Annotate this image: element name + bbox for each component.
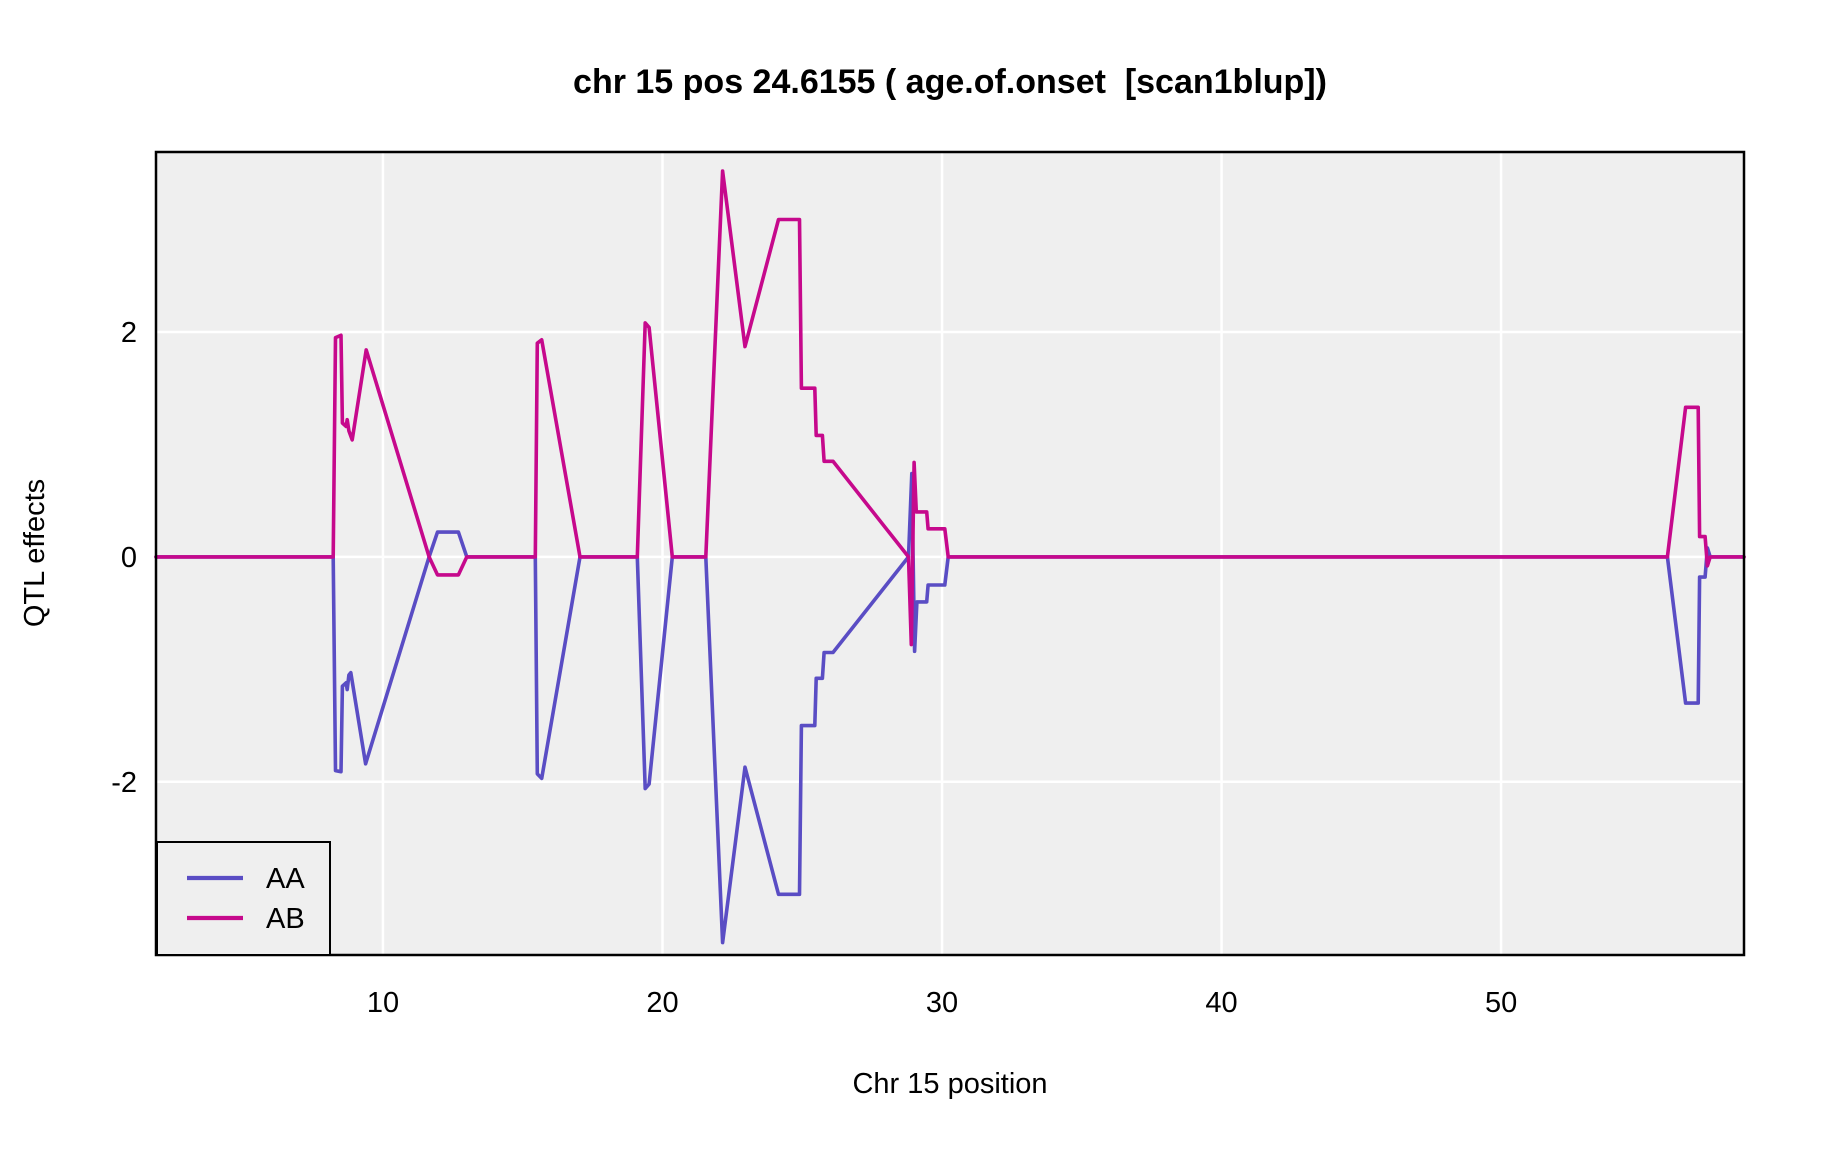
y-axis-title: QTL effects (19, 479, 51, 627)
y-tick-label: 2 (121, 317, 137, 349)
y-tick-label: -2 (111, 767, 137, 799)
legend-label-aa: AA (266, 863, 305, 895)
x-tick-label: 20 (646, 987, 678, 1019)
legend-label-ab: AB (266, 903, 305, 935)
legend: AA AB (156, 841, 331, 956)
y-tick-label: 0 (121, 542, 137, 574)
legend-box (156, 841, 331, 956)
y-axis-tick-labels: -2 0 2 (111, 317, 137, 799)
x-tick-label: 10 (367, 987, 399, 1019)
chart-title: chr 15 pos 24.6155 ( age.of.onset [scan1… (573, 63, 1327, 101)
x-axis-title: Chr 15 position (852, 1068, 1047, 1100)
plot-panel (156, 152, 1744, 955)
x-tick-label: 40 (1205, 987, 1237, 1019)
x-axis-tick-labels: 10 20 30 40 50 (367, 987, 1517, 1019)
panel-border (154, 150, 1746, 957)
series-line-ab (154, 169, 1746, 647)
x-tick-label: 50 (1485, 987, 1517, 1019)
series-lines (154, 169, 1746, 945)
x-tick-label: 30 (926, 987, 958, 1019)
